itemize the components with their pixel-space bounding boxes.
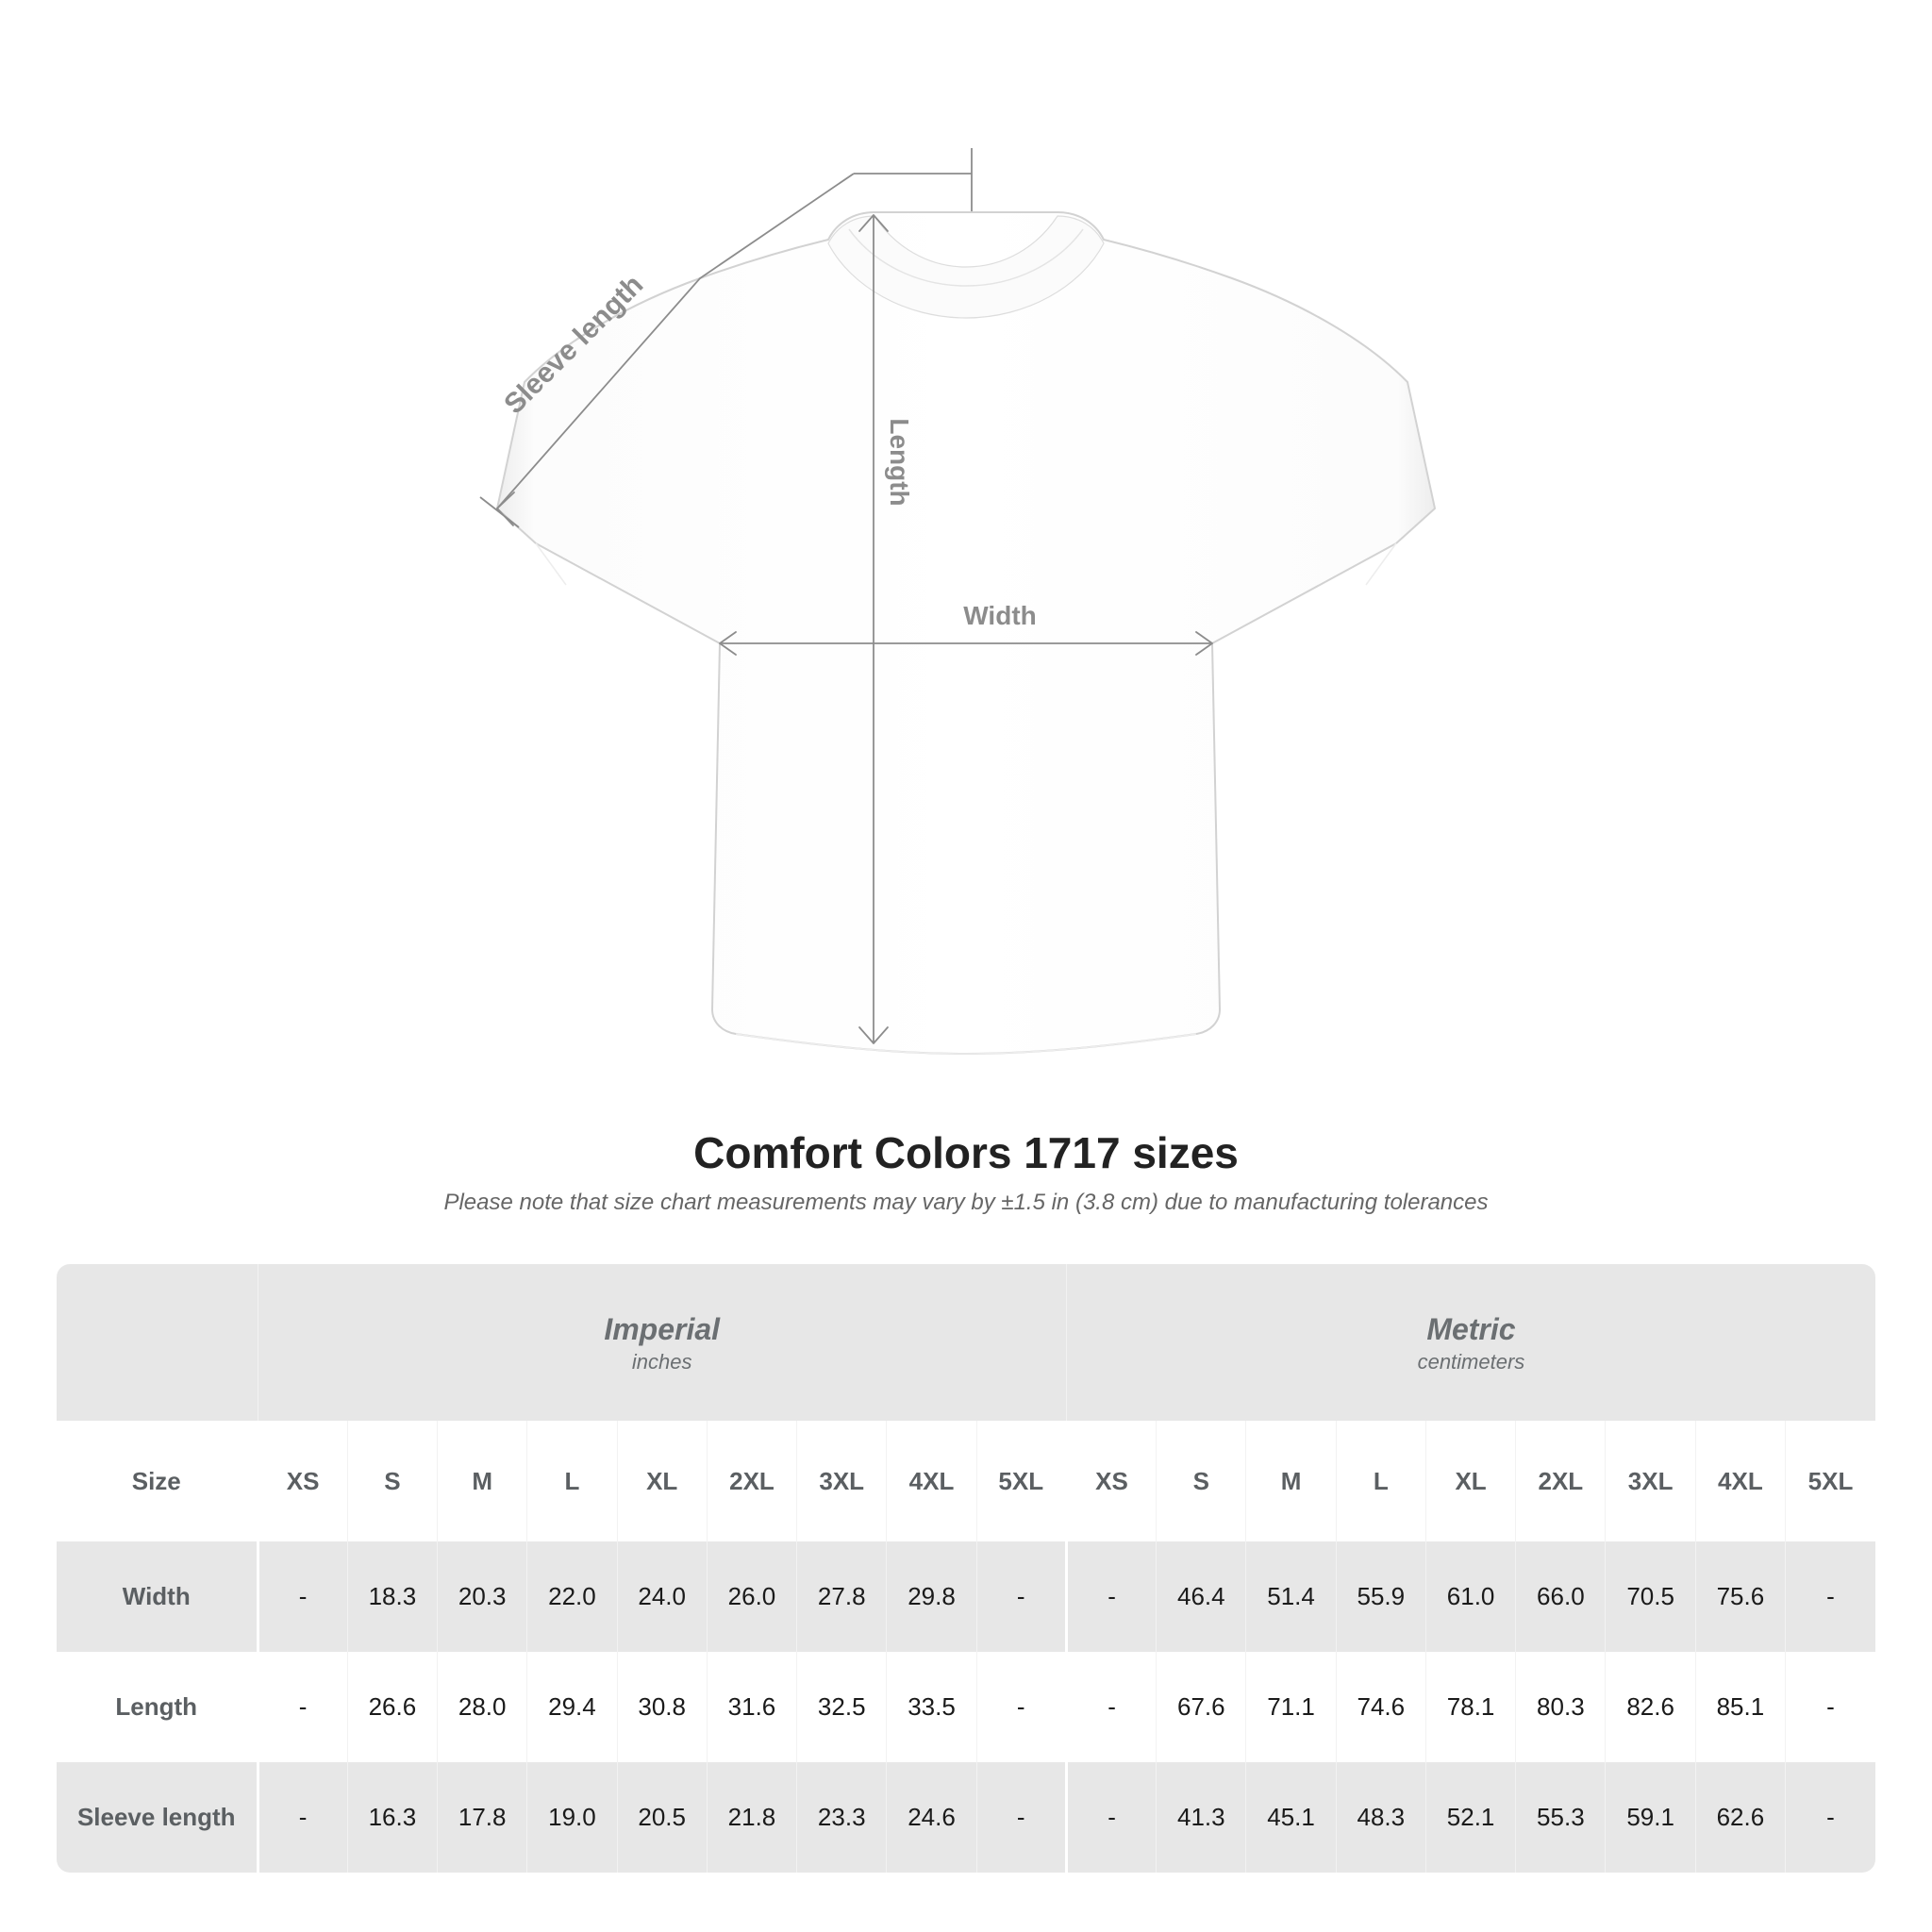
svg-text:Width: Width (963, 601, 1037, 630)
svg-text:Length: Length (885, 418, 914, 506)
